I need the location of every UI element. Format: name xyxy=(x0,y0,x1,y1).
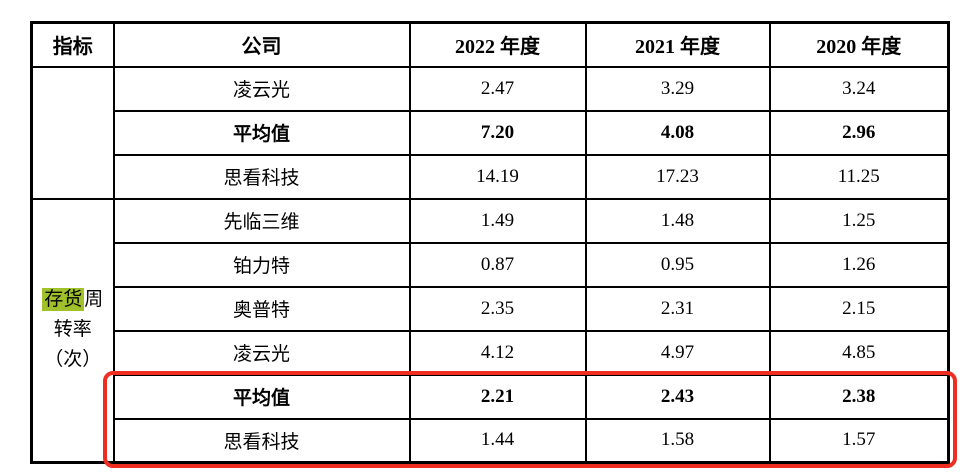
table-row-average: 平均值 7.20 4.08 2.96 xyxy=(32,109,950,156)
value-cell-2021: 1.48 xyxy=(584,197,771,244)
table-row: 凌云光 2.47 3.29 3.24 xyxy=(30,65,950,200)
value-cell-2020: 2.38 xyxy=(768,373,950,420)
value-cell-2021: 3.29 xyxy=(584,65,771,112)
col-header-indicator: 指标 xyxy=(30,21,115,68)
value-cell-2021: 0.95 xyxy=(584,241,771,288)
table-row: 思看科技 14.19 17.23 11.25 xyxy=(32,153,950,200)
indicator-cell-empty xyxy=(30,65,115,200)
value-cell-2021: 2.31 xyxy=(584,285,771,332)
indicator-term-highlight: 存货 xyxy=(42,288,85,312)
turnover-comparison-table: 指标 公司 2022 年度 2021 年度 2020 年度 凌云光 2.47 3… xyxy=(30,21,950,464)
company-cell: 平均值 xyxy=(112,373,411,420)
value-cell-2022: 14.19 xyxy=(408,153,587,200)
value-cell-2021: 1.58 xyxy=(584,417,771,464)
indicator-line2: 转率 xyxy=(53,319,92,341)
indicator-cell-inventory-turnover: 存货周 转率 （次） xyxy=(30,197,115,464)
value-cell-2020: 1.26 xyxy=(768,241,950,288)
indicator-line3: （次） xyxy=(44,349,102,371)
table-header-row: 指标 公司 2022 年度 2021 年度 2020 年度 xyxy=(30,21,950,68)
value-cell-2022: 2.21 xyxy=(408,373,587,420)
company-cell: 铂力特 xyxy=(112,241,411,288)
table-row: 凌云光 4.12 4.97 4.85 xyxy=(32,329,950,376)
table-row: 思看科技 1.44 1.58 1.57 xyxy=(32,417,950,464)
col-header-2020: 2020 年度 xyxy=(768,21,950,68)
value-cell-2020: 2.96 xyxy=(768,109,950,156)
value-cell-2020: 3.24 xyxy=(768,65,950,112)
value-cell-2020: 11.25 xyxy=(768,153,950,200)
value-cell-2022: 4.12 xyxy=(408,329,587,376)
value-cell-2021: 17.23 xyxy=(584,153,771,200)
table-row: 存货周 转率 （次） 先临三维 1.49 1.48 1.25 xyxy=(30,197,950,464)
value-cell-2021: 4.08 xyxy=(584,109,771,156)
value-cell-2022: 1.49 xyxy=(408,197,587,244)
company-cell: 先临三维 xyxy=(112,197,411,244)
value-cell-2021: 2.43 xyxy=(584,373,771,420)
table-row: 铂力特 0.87 0.95 1.26 xyxy=(32,241,950,288)
col-header-2021: 2021 年度 xyxy=(584,21,771,68)
col-header-2022: 2022 年度 xyxy=(408,21,587,68)
col-header-company: 公司 xyxy=(112,21,411,68)
company-cell: 平均值 xyxy=(112,109,411,156)
table-row: 奥普特 2.35 2.31 2.15 xyxy=(32,285,950,332)
value-cell-2022: 0.87 xyxy=(408,241,587,288)
value-cell-2022: 2.35 xyxy=(408,285,587,332)
value-cell-2020: 2.15 xyxy=(768,285,950,332)
table-row-average: 平均值 2.21 2.43 2.38 xyxy=(32,373,950,420)
value-cell-2022: 7.20 xyxy=(408,109,587,156)
company-cell: 思看科技 xyxy=(112,153,411,200)
indicator-line1: 存货周 xyxy=(42,288,104,312)
company-cell: 奥普特 xyxy=(112,285,411,332)
value-cell-2020: 4.85 xyxy=(768,329,950,376)
company-cell: 凌云光 xyxy=(112,329,411,376)
company-cell: 凌云光 xyxy=(112,65,411,112)
company-cell: 思看科技 xyxy=(112,417,411,464)
value-cell-2022: 2.47 xyxy=(408,65,587,112)
value-cell-2021: 4.97 xyxy=(584,329,771,376)
value-cell-2022: 1.44 xyxy=(408,417,587,464)
value-cell-2020: 1.57 xyxy=(768,417,950,464)
value-cell-2020: 1.25 xyxy=(768,197,950,244)
